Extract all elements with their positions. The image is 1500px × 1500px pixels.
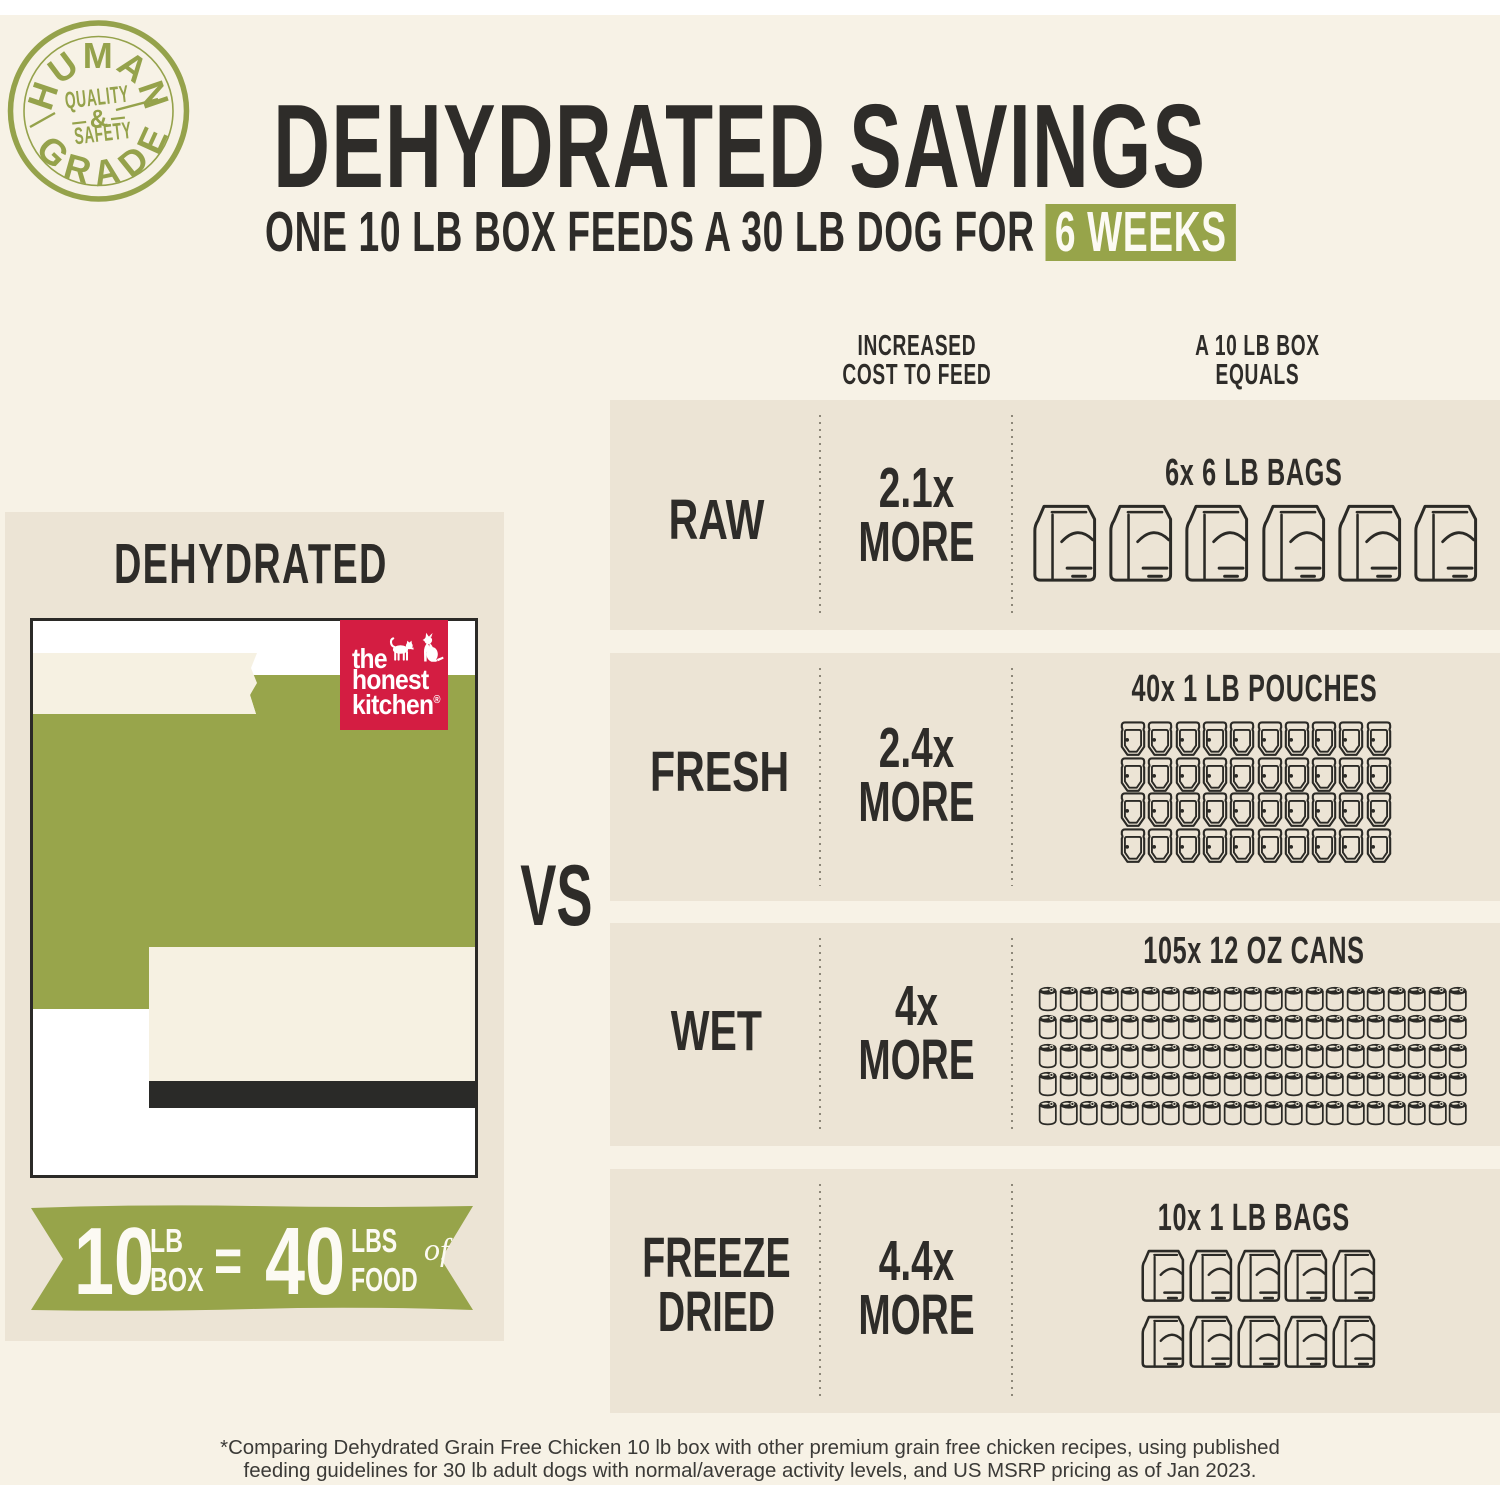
svg-text:40: 40 bbox=[265, 1207, 345, 1314]
svg-text:&: & bbox=[88, 104, 109, 134]
svg-text:of: of bbox=[424, 1231, 453, 1267]
svg-text:LB: LB bbox=[150, 1224, 183, 1260]
svg-text:LBS: LBS bbox=[351, 1223, 397, 1260]
svg-text:=: = bbox=[214, 1226, 242, 1295]
svg-text:BOX: BOX bbox=[150, 1263, 204, 1299]
svg-text:FOOD: FOOD bbox=[351, 1262, 418, 1299]
svg-text:10: 10 bbox=[74, 1207, 154, 1314]
